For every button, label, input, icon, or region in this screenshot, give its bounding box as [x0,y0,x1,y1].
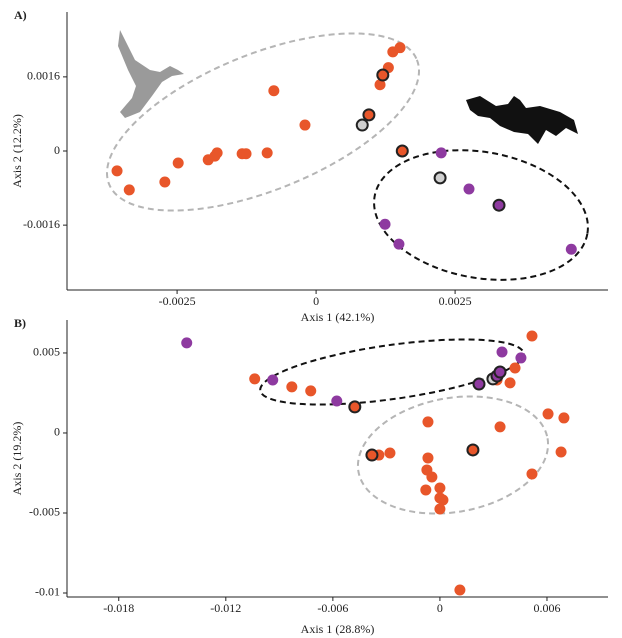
point [515,352,527,364]
point [286,381,298,393]
point [355,118,369,132]
point [395,144,409,158]
y-tick-label: 0.005 [33,345,60,359]
point [123,184,135,196]
point [526,330,538,342]
point [299,119,311,131]
ellipse [373,149,589,281]
point [249,373,261,385]
point [305,385,317,397]
point [420,484,432,496]
point [365,448,379,462]
panel-label: B) [14,316,26,330]
point [565,243,577,255]
point [493,365,507,379]
ellipse [259,338,525,406]
x-tick-label: -0.0025 [159,294,196,308]
x-tick-label: 0 [313,294,319,308]
panel-label: A) [14,8,27,22]
point [558,412,570,424]
point [509,362,521,374]
point [454,584,466,596]
point [261,147,273,159]
ellipse [105,32,421,212]
point [435,147,447,159]
y-axis-label: Axis 2 (19.2%) [10,422,24,496]
point [394,42,406,54]
point [374,79,386,91]
point [268,85,280,97]
point [172,157,184,169]
point [437,494,449,506]
point [393,238,405,250]
point [526,468,538,480]
point [362,108,376,122]
point [434,482,446,494]
point [494,421,506,433]
y-tick-label: 0 [54,143,60,157]
point [504,377,516,389]
point [542,408,554,420]
point [159,176,171,188]
x-tick-label: 0 [437,601,443,615]
x-tick-label: -0.018 [103,601,134,615]
bat-icon [466,96,578,144]
x-axis-label: Axis 1 (28.8%) [301,622,375,636]
point [466,443,480,457]
y-tick-label: -0.0016 [23,217,60,231]
point [422,452,434,464]
y-tick-label: -0.01 [35,585,60,599]
y-tick-label: 0 [54,425,60,439]
point [463,183,475,195]
y-tick-label: 0.0016 [27,69,60,83]
point [181,337,193,349]
y-axis-label: Axis 2 (12.2%) [10,114,24,188]
point [426,471,438,483]
x-tick-label: -0.012 [210,601,241,615]
point [422,416,434,428]
ellipse [356,395,550,515]
x-axis-label: Axis 1 (42.1%) [301,310,375,324]
point [496,346,508,358]
x-tick-label: -0.006 [317,601,348,615]
point [434,503,446,515]
point [472,377,486,391]
point [492,198,506,212]
y-tick-label: -0.005 [29,505,60,519]
point [348,400,362,414]
point [240,148,252,160]
point [379,218,391,230]
point [555,446,567,458]
point [267,374,279,386]
hummingbird-icon [118,30,184,118]
point [211,147,223,159]
point [376,68,390,82]
point [111,165,123,177]
point [384,447,396,459]
point [433,171,447,185]
x-tick-label: 0.006 [533,601,560,615]
x-tick-label: 0.0025 [439,294,472,308]
point [331,395,343,407]
